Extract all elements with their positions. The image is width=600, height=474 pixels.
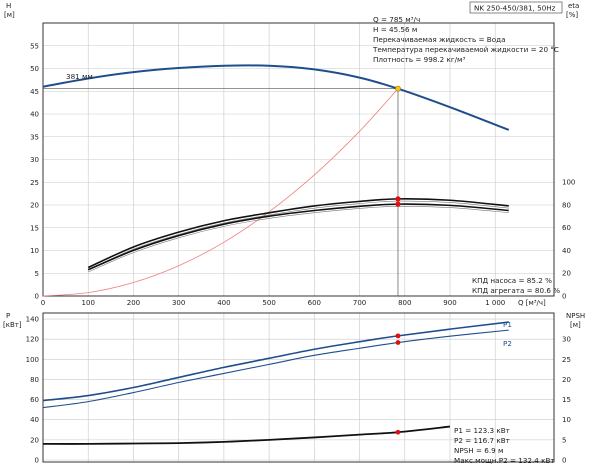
info-line-p1: P1 = 123.3 кВт xyxy=(454,426,510,435)
p-tick-40: 40 xyxy=(30,416,39,424)
npsh-tick-20: 20 xyxy=(562,376,571,384)
top-x-tick-800: 800 xyxy=(398,299,411,307)
curve-p1 xyxy=(42,321,509,402)
eta-tick-80: 80 xyxy=(562,201,571,209)
top-marker-0 xyxy=(395,85,401,92)
top-tick-labels: 0 100 200 300 400 500 600 700 800 900 1 0000510152… xyxy=(30,42,575,307)
curve-p2 xyxy=(42,329,509,409)
top-marker-2 xyxy=(395,201,401,207)
npsh-tick-10: 10 xyxy=(562,416,571,424)
info-line-h: H = 45.56 м xyxy=(373,25,417,34)
npsh-tick-15: 15 xyxy=(562,396,571,404)
info-line-q: Q = 785 м³/ч xyxy=(373,15,420,24)
npsh-tick-25: 25 xyxy=(562,356,571,364)
p-tick-60: 60 xyxy=(30,396,39,404)
eta-axis-label: eta xyxy=(568,2,579,10)
h-tick-30: 30 xyxy=(30,156,39,164)
p-tick-120: 120 xyxy=(26,336,39,344)
bottom-plot-frame xyxy=(42,312,555,463)
impeller-diameter-label: 381 мм xyxy=(66,72,93,81)
chart-title: NK 250-450/381, 50Hz xyxy=(474,4,556,13)
eta-tick-20: 20 xyxy=(562,270,571,278)
bottom-markers xyxy=(395,333,401,435)
curve-eta_pump xyxy=(87,198,509,269)
top-plot-frame xyxy=(42,22,555,297)
curve-head xyxy=(42,64,510,131)
p-tick-100: 100 xyxy=(26,356,39,364)
p1-series-label: P1 xyxy=(503,320,512,329)
h-tick-35: 35 xyxy=(30,133,39,141)
curve-npsh xyxy=(42,425,451,445)
bottom-marker-2 xyxy=(395,429,401,435)
h-tick-5: 5 xyxy=(35,270,39,278)
bottom-marker-1 xyxy=(395,340,401,345)
h-tick-50: 50 xyxy=(30,65,39,73)
h-axis-label: H xyxy=(6,2,11,10)
p-tick-80: 80 xyxy=(30,376,39,384)
p-axis-label: P xyxy=(6,312,10,320)
h-tick-40: 40 xyxy=(30,111,39,119)
h-tick-25: 25 xyxy=(30,179,39,187)
top-x-tick-200: 200 xyxy=(127,299,140,307)
info-line-density: Плотность = 998.2 кг/м³ xyxy=(373,55,465,64)
info-line-liquid: Перекачиваемая жидкость = Вода xyxy=(373,35,506,44)
eta-axis-unit: [%] xyxy=(566,11,578,19)
p-tick-140: 140 xyxy=(26,316,39,324)
info-line-max-power: Макс.мощн.P2 = 132.4 кВт xyxy=(454,456,555,465)
npsh-axis-label: NPSH xyxy=(566,312,585,320)
top-series xyxy=(42,64,510,297)
eta-pump-label: КПД насоса = 85.2 % xyxy=(472,276,552,285)
x-axis-label: Q [м³/ч] xyxy=(518,299,546,307)
eta-tick-100: 100 xyxy=(562,179,575,187)
p-axis-unit: [кВт] xyxy=(3,321,22,329)
p-tick-20: 20 xyxy=(30,436,39,444)
npsh-tick-0: 0 xyxy=(562,457,566,465)
power-npsh-plot: 0 20 40 60 80 100 120 140 0 5 10 15 20 25 30 P [кВт] N… xyxy=(3,312,585,465)
h-tick-0: 0 xyxy=(35,293,39,301)
curve-eta_unit xyxy=(87,203,509,271)
top-x-tick-500: 500 xyxy=(262,299,275,307)
npsh-axis-unit: [м] xyxy=(570,321,581,329)
h-tick-10: 10 xyxy=(30,247,39,255)
top-x-tick-600: 600 xyxy=(308,299,321,307)
p2-series-label: P2 xyxy=(503,339,512,348)
bottom-tick-labels: 0 20 40 60 80 100 120 140 0 5 10 15 20 25 30 xyxy=(26,316,571,465)
bottom-marker-0 xyxy=(395,333,401,339)
info-line-temperature: Температура перекачиваемой жидкости = 20… xyxy=(372,45,559,54)
npsh-tick-30: 30 xyxy=(562,336,571,344)
h-axis-unit: [м] xyxy=(4,11,15,19)
eta-tick-40: 40 xyxy=(562,247,571,255)
curve-eta_unit-tolerance xyxy=(88,205,509,273)
h-tick-55: 55 xyxy=(30,42,39,50)
eta-tick-0: 0 xyxy=(562,293,566,301)
npsh-tick-5: 5 xyxy=(562,436,566,444)
top-x-tick-0: 0 xyxy=(41,299,45,307)
info-line-npsh: NPSH = 6.9 м xyxy=(454,446,503,455)
head-efficiency-plot: 0 100 200 300 400 500 600 700 800 900 1 0000510152… xyxy=(4,1,579,307)
top-markers xyxy=(395,85,401,207)
p-tick-0: 0 xyxy=(35,457,39,465)
top-marker-1 xyxy=(395,196,401,202)
top-x-tick-400: 400 xyxy=(217,299,230,307)
eta-tick-60: 60 xyxy=(562,224,571,232)
h-tick-45: 45 xyxy=(30,88,39,96)
top-x-tick-900: 900 xyxy=(443,299,456,307)
h-tick-15: 15 xyxy=(30,224,39,232)
eta-unit-label: КПД агрегата = 80.6 % xyxy=(472,286,560,295)
title-box xyxy=(469,1,563,14)
top-x-tick-100: 100 xyxy=(82,299,95,307)
top-x-tick-700: 700 xyxy=(353,299,366,307)
bottom-series xyxy=(42,321,509,445)
bottom-grid xyxy=(42,313,554,462)
curve-system xyxy=(42,88,399,297)
h-tick-20: 20 xyxy=(30,202,39,210)
top-x-tick-300: 300 xyxy=(172,299,185,307)
curve-eta_pump-tolerance xyxy=(88,200,509,270)
info-line-p2: P2 = 116.7 кВт xyxy=(454,436,510,445)
top-x-tick-1000: 1 000 xyxy=(485,299,505,307)
